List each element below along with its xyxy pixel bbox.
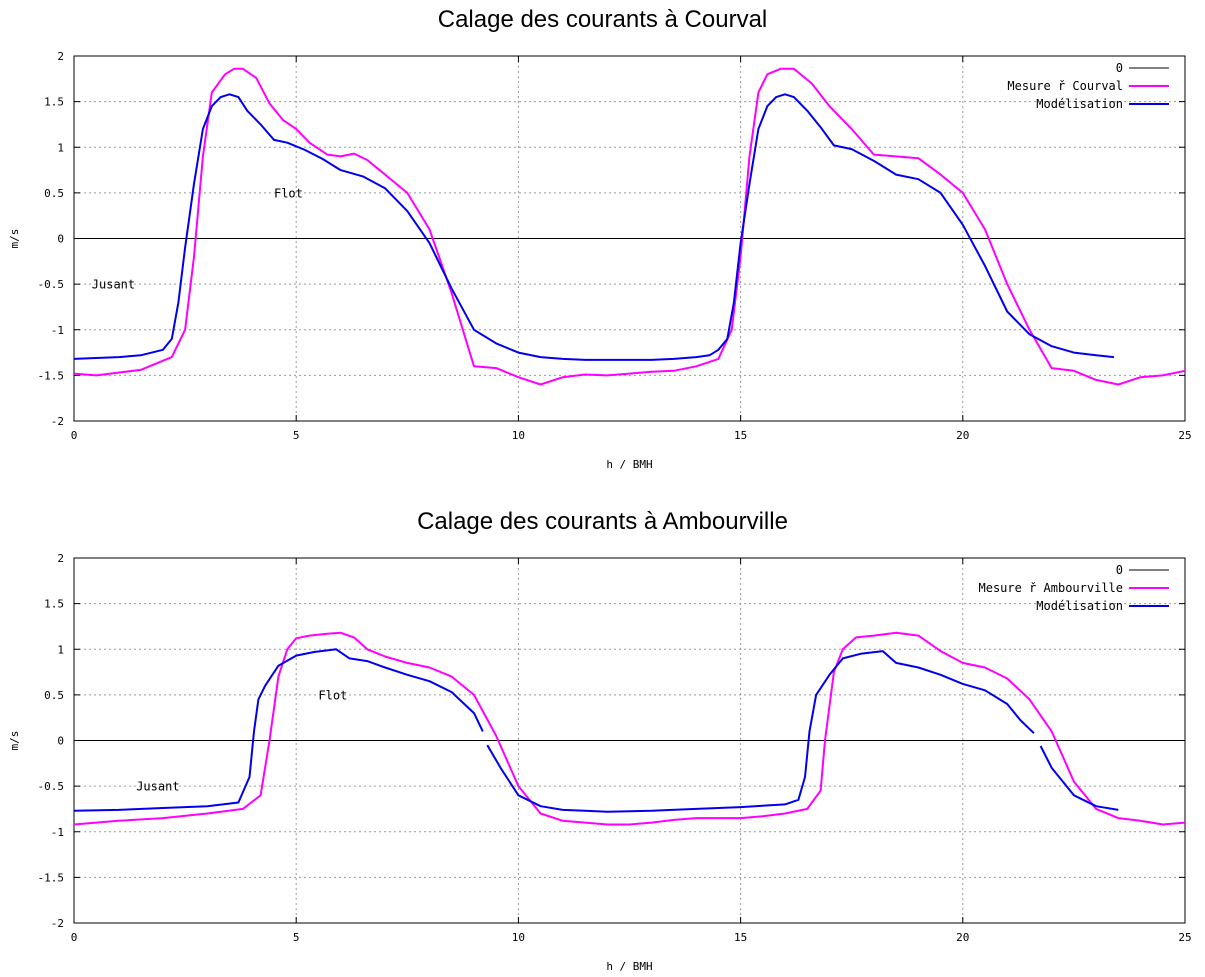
chart1-xtick-label: 25 <box>1178 429 1191 442</box>
chart2-ytick-label: -2 <box>51 917 64 930</box>
chart1-xtick-label: 10 <box>512 429 525 442</box>
chart1-legend-label-0: 0 <box>1116 61 1123 75</box>
chart1-ytick-label: 0 <box>57 233 64 246</box>
chart-title-ambourville: Calage des courants à Ambourville <box>417 508 788 535</box>
chart1-ytick-label: 0.5 <box>44 187 64 200</box>
chart1-ytick-label: -2 <box>51 415 64 428</box>
chart2-xtick-label: 5 <box>293 931 300 944</box>
chart2-x-axis-label: h / BMH <box>606 960 652 973</box>
chart1-ytick-label: 2 <box>57 50 64 63</box>
chart1-ytick-label: -0.5 <box>38 278 65 291</box>
chart2-series-line-2 <box>73 648 1119 813</box>
chart2-ytick-label: -1 <box>51 826 64 839</box>
chart2-ytick-label: 2 <box>57 552 64 565</box>
chart1-xtick-label: 5 <box>293 429 300 442</box>
chart1-xtick-label: 20 <box>956 429 969 442</box>
chart2-xtick-label: 25 <box>1178 931 1191 944</box>
chart1-ytick-label: -1 <box>51 324 64 337</box>
chart2-xtick-label: 0 <box>71 931 78 944</box>
chart2-y-axis-label: m/s <box>8 731 21 751</box>
chart2-annotation-1: Jusant <box>136 780 179 794</box>
chart2-series-line-1 <box>73 631 1186 826</box>
chart1-x-axis-label: h / BMH <box>606 458 652 471</box>
chart1-ytick-label: 1 <box>57 141 64 154</box>
chart2-ytick-label: 1.5 <box>44 598 64 611</box>
chart2-ytick-label: 0 <box>57 735 64 748</box>
chart2-xtick-label: 20 <box>956 931 969 944</box>
chart2-legend-label-0: 0 <box>1116 563 1123 577</box>
chart1-ytick-label: -1.5 <box>38 369 65 382</box>
chart-title-courval: Calage des courants à Courval <box>437 6 768 33</box>
chart2-ytick-label: 0.5 <box>44 689 64 702</box>
chart2-xtick-label: 15 <box>734 931 747 944</box>
chart1-legend-label-2: Modélisation <box>1036 97 1123 111</box>
chart1-ytick-label: 1.5 <box>44 96 64 109</box>
chart1-y-axis-label: m/s <box>8 229 21 249</box>
chart2-ytick-label: -0.5 <box>38 780 65 793</box>
chart2-xtick-label: 10 <box>512 931 525 944</box>
chart1-xtick-label: 0 <box>71 429 78 442</box>
chart1-xtick-label: 15 <box>734 429 747 442</box>
chart1-annotation-0: Flot <box>274 186 303 200</box>
chart1-annotation-1: Jusant <box>92 278 135 292</box>
chart2-ytick-label: 1 <box>57 643 64 656</box>
chart1-series-line-1 <box>73 67 1186 386</box>
chart2-annotation-0: Flot <box>318 688 347 702</box>
chart2-ytick-label: -1.5 <box>38 871 65 884</box>
chart2-legend-label-2: Modélisation <box>1036 599 1123 613</box>
chart2-legend-label-1: Mesure ř Ambourville <box>979 581 1124 595</box>
chart1-legend-label-1: Mesure ř Courval <box>1007 79 1123 93</box>
chart1-series-line-2 <box>73 93 1115 361</box>
